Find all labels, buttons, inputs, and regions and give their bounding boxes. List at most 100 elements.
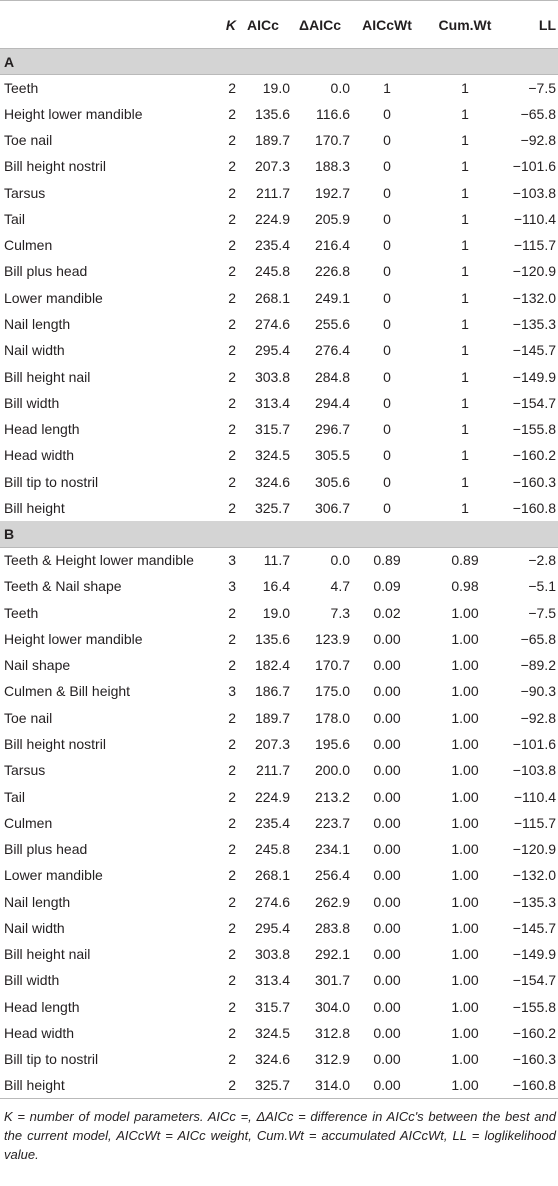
cell-model: Teeth & Nail shape	[4, 578, 122, 595]
cell-aiccwt: 0	[383, 421, 391, 438]
cell-ll: −132.0	[512, 289, 556, 306]
table-row: Bill plus head 2 245.8 234.1 0.00 1.00 −120.9	[0, 836, 558, 862]
table-row: Lower mandible 2 268.1 256.4 0.00 1.00 −132.0	[0, 862, 558, 888]
cell-cumwt: 1.00	[451, 867, 479, 884]
cell-k: 2	[228, 263, 236, 280]
cell-k: 2	[228, 499, 236, 516]
table-row: Bill tip to nostril 2 324.6 312.9 0.00 1.00 −1…	[0, 1046, 558, 1072]
cell-ll: −160.2	[512, 1024, 556, 1041]
table-row: Bill width 2 313.4 294.4 0 1 −154.7	[0, 390, 558, 416]
cell-cumwt: 1.00	[451, 919, 479, 936]
cell-ll: −149.9	[512, 946, 556, 963]
cell-aiccwt: 0	[383, 342, 391, 359]
header-ll: LL	[506, 0, 558, 49]
cell-cumwt: 1	[461, 394, 469, 411]
header-cumwt: Cum.Wt	[424, 0, 506, 49]
cell-cumwt: 1.00	[451, 788, 479, 805]
cell-delta-aicc: 296.7	[314, 421, 350, 438]
cell-k: 2	[228, 342, 236, 359]
cell-aiccwt: 0	[383, 368, 391, 385]
cell-cumwt: 1.00	[451, 1051, 479, 1068]
table-row: Bill height nostril 2 207.3 188.3 0 1 −101.6	[0, 153, 558, 179]
table-row: Nail length 2 274.6 255.6 0 1 −135.3	[0, 311, 558, 337]
cell-ll: −89.2	[520, 657, 556, 674]
cell-delta-aicc: 192.7	[314, 184, 350, 201]
cell-cumwt: 1.00	[451, 736, 479, 752]
cell-aicc: 324.5	[254, 1024, 290, 1041]
cell-model: Height lower mandible	[4, 105, 143, 122]
cell-model: Bill tip to nostril	[4, 473, 99, 490]
cell-ll: −120.9	[512, 841, 556, 858]
cell-k: 2	[228, 630, 236, 647]
cell-model: Teeth & Height lower mandible	[4, 552, 194, 569]
cell-delta-aicc: 283.8	[314, 919, 350, 936]
table-header: K AICc ΔAICc AICcWt Cum.Wt LL	[0, 0, 558, 49]
cell-aicc: 211.7	[256, 184, 290, 201]
cell-k: 2	[228, 79, 236, 96]
table-row: Nail length 2 274.6 262.9 0.00 1.00 −135.3	[0, 888, 558, 914]
cell-delta-aicc: 195.6	[314, 736, 350, 752]
cell-delta-aicc: 292.1	[314, 946, 350, 963]
cell-cumwt: 1	[461, 368, 469, 385]
cell-model: Toe nail	[4, 709, 53, 726]
table-row: Teeth 2 19.0 0.0 1 1 −7.5	[0, 75, 558, 101]
cell-k: 2	[228, 998, 236, 1015]
cell-k: 2	[228, 394, 236, 411]
cell-k: 3	[228, 552, 236, 569]
cell-model: Bill tip to nostril	[4, 1051, 99, 1068]
cell-cumwt: 1.00	[451, 709, 479, 726]
cell-cumwt: 1	[461, 263, 469, 280]
table-row: Bill width 2 313.4 301.7 0.00 1.00 −154.7	[0, 967, 558, 993]
cell-cumwt: 1.00	[451, 972, 479, 989]
cell-cumwt: 1.00	[451, 998, 479, 1015]
cell-delta-aicc: 175.0	[314, 683, 350, 700]
cell-aiccwt: 0.00	[373, 683, 401, 700]
cell-ll: −145.7	[512, 919, 556, 936]
cell-aicc: 324.6	[254, 1051, 290, 1068]
cell-k: 2	[228, 184, 236, 201]
table-row: Bill tip to nostril 2 324.6 305.6 0 1 −160.3	[0, 468, 558, 494]
cell-aiccwt: 0	[383, 105, 391, 122]
cell-ll: −65.8	[520, 630, 556, 647]
cell-delta-aicc: 223.7	[314, 814, 350, 831]
section-label: A	[0, 48, 558, 75]
cell-cumwt: 1	[461, 447, 469, 464]
cell-model: Bill plus head	[4, 263, 88, 280]
cell-aiccwt: 0.00	[350, 1072, 424, 1100]
cell-aiccwt: 0.00	[373, 841, 401, 858]
cell-aicc: 135.6	[254, 105, 290, 122]
cell-aiccwt: 0.00	[373, 788, 401, 805]
cell-cumwt: 1.00	[451, 604, 479, 621]
cell-delta-aicc: 216.4	[314, 237, 350, 254]
cell-aicc: 313.4	[254, 394, 290, 411]
cell-ll: −110.4	[513, 210, 556, 227]
cell-aicc: 313.4	[254, 972, 290, 989]
cell-delta-aicc: 200.0	[314, 762, 350, 779]
table-row: Culmen & Bill height 3 186.7 175.0 0.00 1.00 −…	[0, 678, 558, 704]
cell-aicc: 135.6	[254, 630, 290, 647]
table-row: Nail shape 2 182.4 170.7 0.00 1.00 −89.2	[0, 652, 558, 678]
cell-delta-aicc: 314.0	[290, 1072, 350, 1100]
cell-cumwt: 1	[461, 289, 469, 306]
cell-model: Lower mandible	[4, 867, 103, 884]
cell-aicc: 268.1	[254, 289, 290, 306]
cell-k: 2	[228, 158, 236, 175]
cell-aiccwt: 0.00	[373, 1024, 401, 1041]
cell-model: Bill width	[4, 972, 60, 989]
table-row: Teeth & Nail shape 3 16.4 4.7 0.09 0.98 −5.1	[0, 573, 558, 599]
cell-delta-aicc: 312.9	[314, 1051, 350, 1068]
section-row: B	[0, 521, 558, 548]
cell-model: Culmen & Bill height	[4, 683, 131, 700]
cell-delta-aicc: 276.4	[314, 342, 350, 359]
cell-aicc: 16.4	[262, 578, 290, 595]
table-row: Tarsus 2 211.7 200.0 0.00 1.00 −103.8	[0, 757, 558, 783]
cell-cumwt: 1	[461, 237, 469, 254]
cell-ll: −110.4	[513, 788, 556, 805]
cell-cumwt: 1.00	[451, 814, 479, 831]
cell-delta-aicc: 262.9	[314, 893, 350, 910]
section-label: B	[0, 521, 558, 548]
cell-delta-aicc: 188.3	[314, 158, 350, 175]
cell-delta-aicc: 178.0	[314, 709, 350, 726]
cell-ll: −155.8	[512, 421, 556, 438]
cell-k: 2	[228, 762, 236, 779]
